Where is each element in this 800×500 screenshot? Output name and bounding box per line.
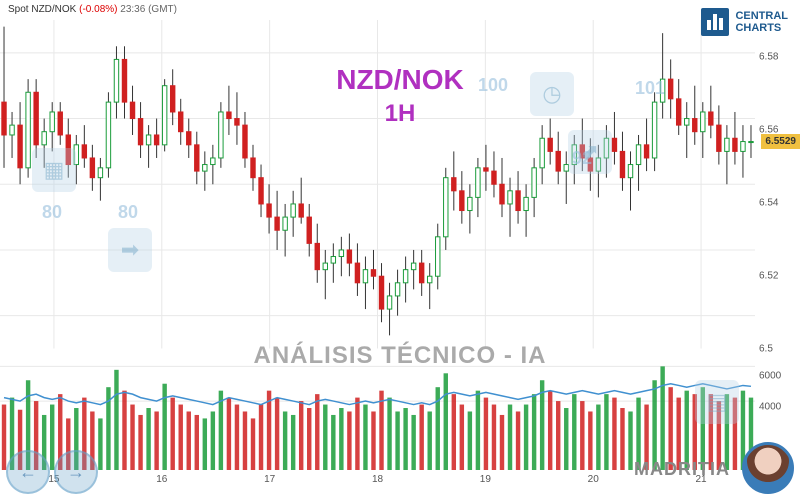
x-tick: 18 — [372, 474, 383, 485]
logo-icon — [701, 8, 729, 36]
watermark-number: 80 — [118, 202, 138, 223]
author-label: MADRITIA — [634, 459, 730, 480]
watermark-number: 92 — [572, 148, 592, 169]
bottom-nav-icons: ← → — [6, 450, 98, 494]
watermark-icon: ◷ — [530, 72, 574, 116]
chart-title-pair: NZD/NOK — [336, 64, 464, 96]
author-avatar[interactable] — [742, 442, 794, 494]
x-tick: 17 — [264, 474, 275, 485]
current-price-tag: 6.5529 — [761, 134, 800, 149]
watermark-icon: ▤ — [695, 380, 739, 424]
x-tick: 19 — [480, 474, 491, 485]
price-tick: 6.54 — [759, 197, 778, 208]
watermark-icon: ➡ — [108, 228, 152, 272]
x-tick: 16 — [156, 474, 167, 485]
logo-text: CENTRALCHARTS — [735, 10, 788, 34]
watermark-number: 100 — [478, 75, 508, 96]
nav-back-icon[interactable]: ← — [6, 450, 50, 494]
vol-tick: 6000 — [759, 370, 781, 381]
analysis-label: ANÁLISIS TÉCNICO - IA — [253, 342, 546, 370]
brand-logo[interactable]: CENTRALCHARTS — [701, 8, 788, 36]
chart-title-timeframe: 1H — [385, 100, 416, 128]
x-tick: 20 — [588, 474, 599, 485]
header-time: 23:36 (GMT) — [120, 4, 177, 15]
price-tick: 6.58 — [759, 51, 778, 62]
header-change: (-0.08%) — [79, 4, 117, 15]
nav-forward-icon[interactable]: → — [54, 450, 98, 494]
watermark-number: 80 — [42, 202, 62, 223]
vol-tick: 4000 — [759, 402, 781, 413]
chart-header: Spot NZD/NOK (-0.08%) 23:36 (GMT) — [8, 4, 177, 15]
price-tick: 6.52 — [759, 270, 778, 281]
watermark-number: 101 — [635, 78, 665, 99]
watermark-icon: ▦ — [32, 148, 76, 192]
header-pair: Spot NZD/NOK — [8, 4, 76, 15]
price-tick: 6.5 — [759, 343, 773, 354]
price-y-axis: 6.56.526.546.566.58 — [755, 20, 800, 385]
